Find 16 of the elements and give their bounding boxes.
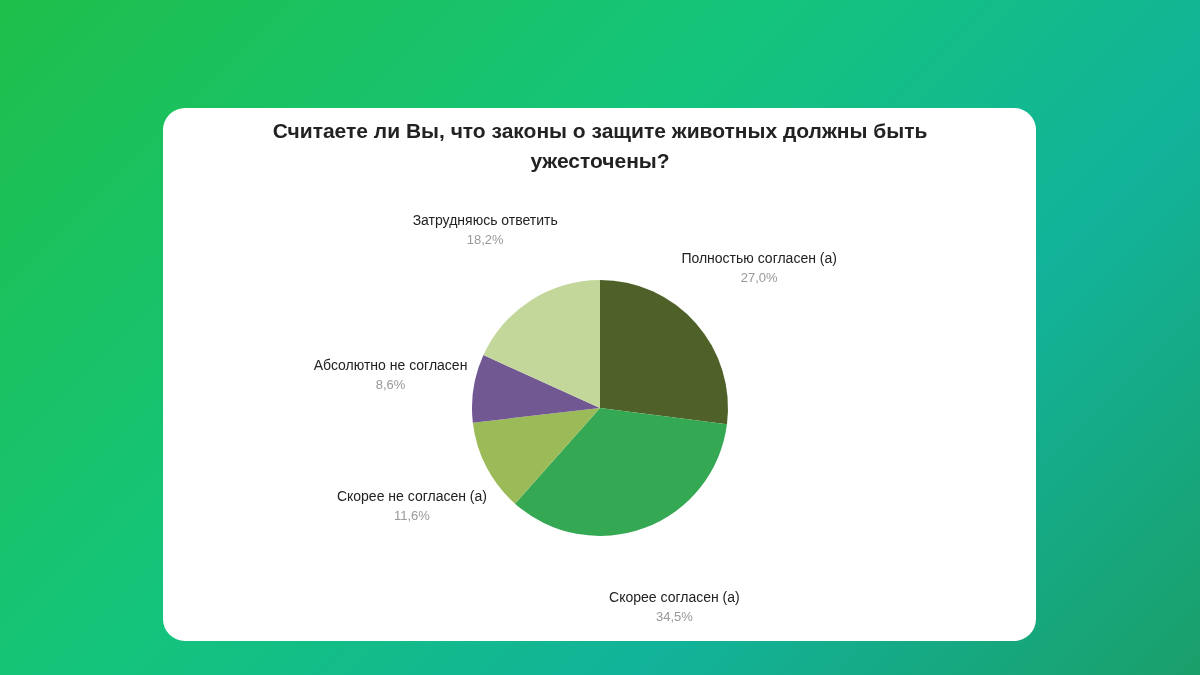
data-label: 18,2% <box>466 231 505 247</box>
slice-label: Затрудняюсь ответить <box>412 211 558 228</box>
chart-title: Считаете ли Вы, что законы о защите животных должны быть ужесточены? <box>272 119 928 172</box>
pie-slice <box>600 280 728 425</box>
slice-label: Полностью согласен (а) <box>681 249 837 266</box>
pie-slice <box>483 280 600 408</box>
data-label: 8,6% <box>375 377 406 393</box>
pie-slice <box>472 408 600 504</box>
pie-slice <box>514 408 727 536</box>
pie-slice <box>472 355 600 423</box>
slice-label: Скорее не согласен (а) <box>336 487 487 504</box>
data-label: 34,5% <box>655 608 694 624</box>
slice-label: Скорее согласен (а) <box>609 588 740 605</box>
slice-label: Абсолютно не согласен <box>313 357 468 374</box>
data-label: 11,6% <box>393 507 431 523</box>
data-label: 27,0% <box>740 269 779 285</box>
